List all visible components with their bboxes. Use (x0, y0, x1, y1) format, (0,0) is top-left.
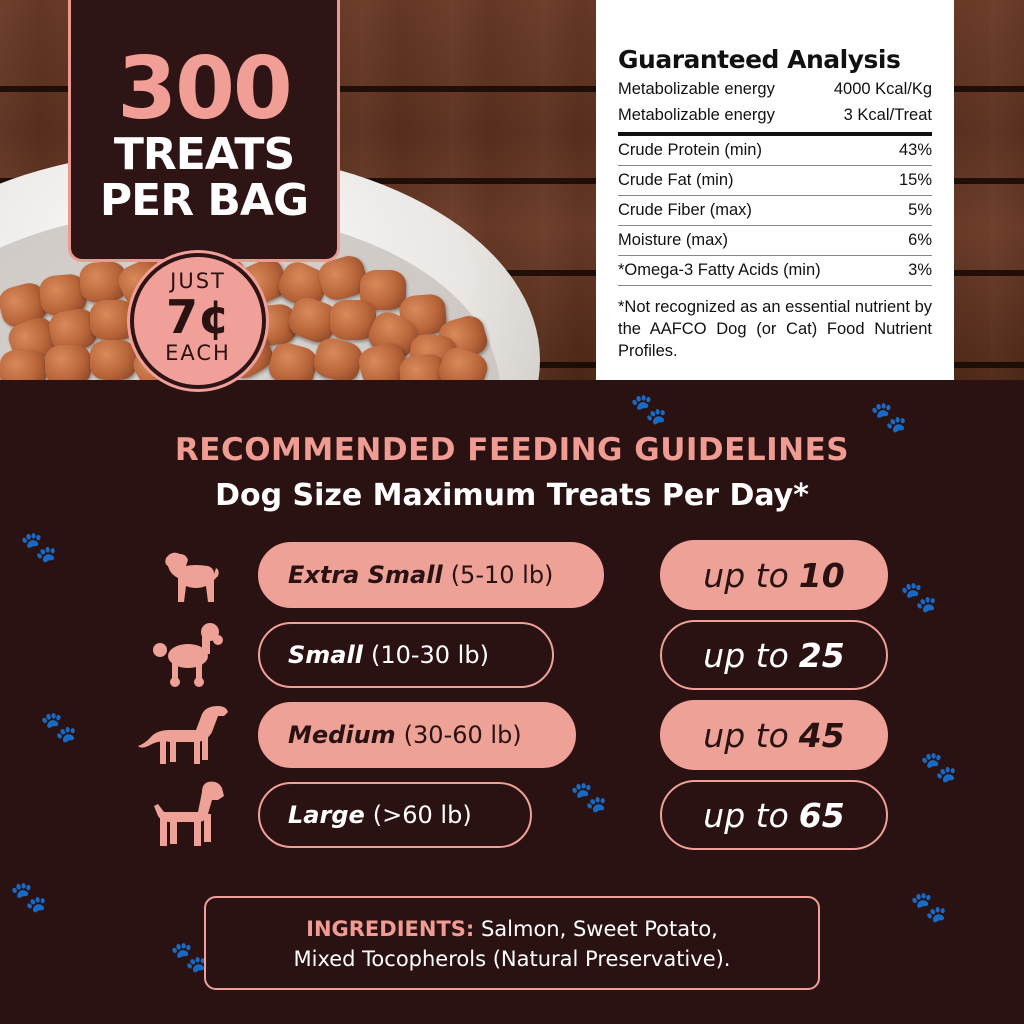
analysis-row: Crude Fiber (max) 5% (618, 196, 932, 226)
ingredients-text: Salmon, Sweet Potato, (474, 917, 718, 941)
energy-label: Metabolizable energy (618, 106, 775, 124)
paw-print-icon: 🐾 (10, 880, 48, 915)
qty-value: 65 (798, 795, 845, 835)
guideline-row-small: Small (10-30 lb) up to 25 (0, 620, 1024, 690)
ingredients-line-2: Mixed Tocopherols (Natural Preservative)… (293, 947, 731, 971)
guaranteed-analysis-panel: Guaranteed Analysis Metabolizable energy… (596, 0, 954, 380)
analysis-value: 43% (898, 141, 932, 159)
paw-pattern: 🐾 🐾 🐾 🐾 🐾 🐾 🐾 🐾 🐾 🐾 (0, 380, 1024, 1024)
size-label: Large (288, 801, 365, 829)
analysis-label: Crude Fiber (max) (618, 201, 752, 219)
price-each: EACH (165, 341, 231, 365)
paw-print-icon: 🐾 (920, 750, 958, 785)
guideline-row-extra-small: Extra Small (5-10 lb) up to 10 (0, 540, 1024, 610)
size-pill: Extra Small (5-10 lb) (258, 542, 604, 608)
analysis-value: 15% (898, 171, 932, 189)
treat (0, 350, 46, 380)
size-pill: Large (>60 lb) (258, 782, 532, 848)
paw-print-icon: 🐾 (900, 580, 938, 615)
analysis-table: Crude Protein (min) 43% Crude Fat (min) … (618, 132, 932, 286)
paw-print-icon: 🐾 (170, 940, 208, 975)
analysis-label: Crude Protein (min) (618, 141, 762, 159)
price-just: JUST (170, 269, 226, 293)
analysis-footnote: *Not recognized as an essential nutrient… (618, 298, 932, 360)
badge-line-per-bag: PER BAG (99, 175, 309, 226)
paw-print-icon: 🐾 (910, 890, 948, 925)
qty-prefix: up to (703, 715, 789, 755)
qty-prefix: up to (703, 795, 789, 835)
pug-icon (165, 552, 219, 602)
price-value: 7¢ (165, 290, 230, 344)
badge-line-treats: TREATS (113, 129, 295, 180)
analysis-title: Guaranteed Analysis (618, 45, 901, 74)
paw-print-icon: 🐾 (870, 400, 908, 435)
qty-prefix: up to (703, 635, 789, 675)
paw-print-icon: 🐾 (570, 780, 608, 815)
paw-print-icon: 🐾 (40, 710, 78, 745)
size-label: Extra Small (288, 561, 443, 589)
paw-print-icon: 🐾 (20, 530, 58, 565)
price-badge: JUST 7¢ EACH (130, 253, 266, 389)
setter-icon (138, 706, 228, 764)
size-range: (30-60 lb) (403, 721, 522, 749)
qty-prefix: up to (703, 555, 789, 595)
treat (90, 300, 136, 340)
qty-pill: up to 65 (660, 780, 888, 850)
energy-value: 4000 Kcal/Kg (833, 80, 932, 98)
size-range: (5-10 lb) (450, 561, 554, 589)
poodle-icon (153, 623, 223, 687)
analysis-label: Crude Fat (min) (618, 171, 734, 189)
energy-row: Metabolizable energy 4000 Kcal/Kg (618, 76, 932, 102)
guidelines-heading: RECOMMENDED FEEDING GUIDELINES (174, 432, 850, 468)
guidelines-subheading: Dog Size Maximum Treats Per Day* (215, 478, 809, 513)
qty-pill: up to 10 (660, 540, 888, 610)
qty-value: 45 (798, 715, 845, 755)
ingredients-line-1: INGREDIENTS: Salmon, Sweet Potato, (206, 914, 818, 944)
analysis-value: 6% (908, 231, 932, 249)
qty-pill: up to 25 (660, 620, 888, 690)
analysis-value: 5% (908, 201, 932, 219)
size-range: (>60 lb) (372, 801, 472, 829)
size-label: Medium (288, 721, 396, 749)
qty-pill: up to 45 (660, 700, 888, 770)
energy-value: 3 Kcal/Treat (843, 106, 932, 124)
size-pill: Medium (30-60 lb) (258, 702, 576, 768)
treat-count: 300 (117, 39, 293, 139)
size-label: Small (288, 641, 363, 669)
treat-count-badge: 300 TREATS PER BAG (68, 0, 340, 262)
energy-label: Metabolizable energy (618, 80, 775, 98)
treat (45, 345, 91, 380)
analysis-row: Moisture (max) 6% (618, 226, 932, 256)
analysis-label: *Omega-3 Fatty Acids (min) (618, 261, 821, 279)
treat (90, 340, 136, 380)
analysis-row: Crude Protein (min) 43% (618, 136, 932, 166)
guideline-row-medium: Medium (30-60 lb) up to 45 (0, 700, 1024, 770)
paw-print-icon: 🐾 (630, 392, 668, 427)
analysis-row: *Omega-3 Fatty Acids (min) 3% (618, 256, 932, 286)
ingredients-box: INGREDIENTS: Salmon, Sweet Potato, Mixed… (204, 896, 820, 990)
size-range: (10-30 lb) (370, 641, 489, 669)
guideline-row-large: Large (>60 lb) up to 65 (0, 780, 1024, 850)
size-pill: Small (10-30 lb) (258, 622, 554, 688)
ingredients-label: INGREDIENTS: (306, 917, 475, 941)
analysis-row: Crude Fat (min) 15% (618, 166, 932, 196)
boxer-icon (154, 781, 224, 846)
qty-value: 25 (798, 635, 845, 675)
energy-row: Metabolizable energy 3 Kcal/Treat (618, 102, 932, 128)
qty-value: 10 (798, 555, 845, 595)
analysis-value: 3% (908, 261, 932, 279)
analysis-label: Moisture (max) (618, 231, 729, 249)
